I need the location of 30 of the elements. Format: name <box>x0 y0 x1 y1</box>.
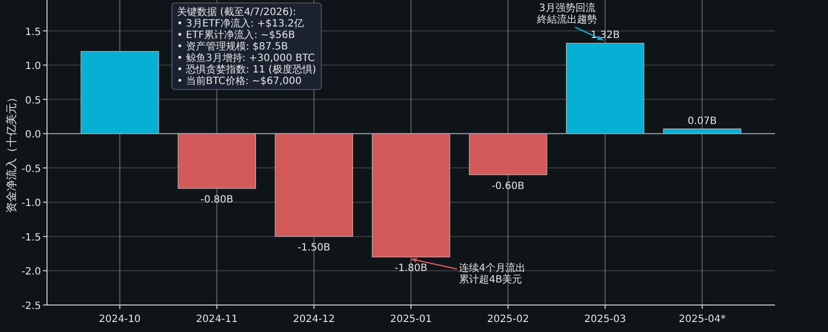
x-tick-label: 2024-10 <box>98 314 141 325</box>
bar <box>274 133 354 237</box>
y-tick-label: 1.0 <box>25 61 41 72</box>
annotation: 3月强势回流終結流出趨勢 <box>536 2 598 26</box>
x-tick-label: 2024-12 <box>293 314 335 325</box>
x-tick-label: 2025-03 <box>584 314 626 325</box>
bar <box>566 42 644 134</box>
bar <box>468 133 548 176</box>
y-tick-label: 0.5 <box>25 95 41 106</box>
x-tick-label: 2025-02 <box>487 314 529 325</box>
y-tick-label: 0.0 <box>25 130 41 141</box>
y-tick-label: -0.5 <box>21 164 41 175</box>
data-label: -0.80B <box>200 194 234 206</box>
data-label: -0.60B <box>492 180 525 192</box>
bar <box>178 133 256 189</box>
y-tick-label: -2.5 <box>21 301 41 312</box>
data-label: 1.32B <box>590 30 620 42</box>
y-tick-label: 1.5 <box>25 26 41 38</box>
data-label: -1.50B <box>298 242 330 254</box>
y-tick-label: -1.5 <box>21 232 41 244</box>
x-tick-label: 2025-01 <box>390 314 432 325</box>
annotation: 连续4个月流出累计超4B美元 <box>459 262 526 286</box>
data-label: 0.07B <box>688 116 717 127</box>
bar <box>80 51 159 134</box>
y-tick-label: -2.0 <box>21 266 41 278</box>
data-label: -1.80B <box>394 263 428 274</box>
y-tick-label: -1.0 <box>21 198 41 210</box>
x-tick-label: 2024-11 <box>196 314 238 325</box>
y-axis-title: 资金净流入（十亿美元） <box>5 92 18 213</box>
x-tick-label: 2025-04* <box>678 314 726 325</box>
